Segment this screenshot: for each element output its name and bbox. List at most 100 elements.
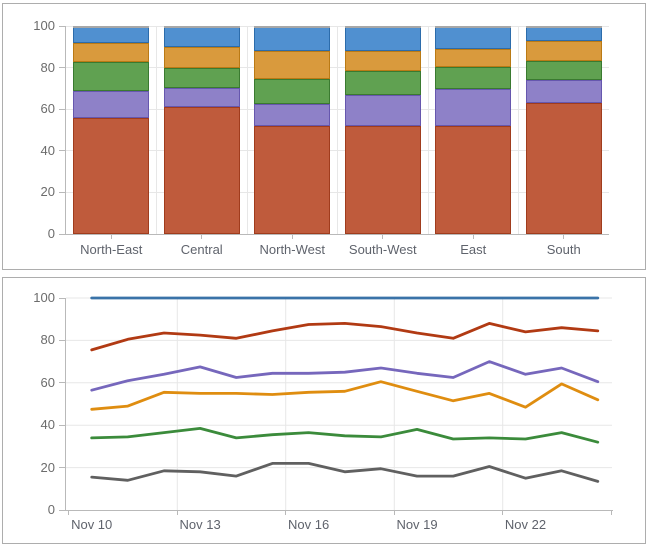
v-gridline: [427, 26, 429, 234]
y-tick: [59, 191, 65, 193]
y-tick: [59, 382, 65, 384]
stacked-bar-north-west[interactable]: [254, 26, 331, 234]
v-gridline: [518, 26, 519, 234]
category-label: North-East: [80, 242, 143, 257]
line-chart-panel: 0 20 40 60 80 100 Nov 10 Nov 13 Nov 16 Nov 19 Nov …: [2, 277, 646, 544]
bar-segment-blue[interactable]: [254, 26, 331, 51]
bar-segment-blue[interactable]: [73, 26, 150, 43]
bar-segment-orange[interactable]: [435, 48, 512, 67]
bar-segment-purple[interactable]: [73, 90, 150, 118]
stacked-bar-central[interactable]: [163, 26, 240, 234]
category-tick: [382, 234, 384, 239]
bar-segment-rust[interactable]: [525, 102, 602, 234]
bar-segment-rust[interactable]: [73, 117, 150, 234]
y-tick-label: 40: [40, 417, 55, 433]
bar-segment-purple[interactable]: [435, 89, 512, 126]
bar-segment-rust[interactable]: [435, 125, 512, 234]
category-label: South: [546, 242, 581, 257]
stacked-bar-plot: 0 20 40 60 80 100 North-East Central North-West S…: [3, 4, 645, 269]
bar-segment-blue[interactable]: [435, 26, 512, 49]
v-gridline: [156, 26, 157, 234]
bar-segment-green[interactable]: [254, 79, 331, 105]
bar-segment-purple[interactable]: [163, 88, 240, 108]
y-tick: [59, 467, 65, 469]
bar-segment-green[interactable]: [73, 62, 150, 91]
bar-segment-orange[interactable]: [163, 46, 240, 68]
x-tick: [67, 510, 69, 515]
bar-segment-orange[interactable]: [525, 40, 602, 62]
category-label: North-West: [259, 242, 326, 257]
line-series-red[interactable]: [90, 321, 600, 352]
stacked-bar-north-east[interactable]: [73, 26, 150, 234]
y-tick-label: 20: [40, 184, 55, 200]
bar-segment-orange[interactable]: [344, 51, 421, 71]
x-axis-line: [59, 510, 613, 511]
y-tick: [59, 150, 65, 152]
y-tick: [59, 67, 65, 69]
y-tick-label: 80: [40, 59, 55, 75]
stacked-bar-south-west[interactable]: [344, 26, 421, 234]
category-label: East: [460, 242, 487, 257]
bar-top-cap: [254, 26, 331, 28]
x-tick-label: Nov 13: [179, 517, 221, 532]
bar-segment-green[interactable]: [435, 66, 512, 90]
bar-segment-rust[interactable]: [254, 125, 331, 234]
bar-top-cap: [73, 26, 150, 28]
x-tick: [393, 510, 395, 515]
category-tick: [291, 234, 293, 239]
bar-segment-orange[interactable]: [73, 42, 150, 63]
bar-top-cap: [525, 26, 602, 28]
bar-segment-rust[interactable]: [163, 107, 240, 234]
bar-segment-purple[interactable]: [344, 94, 421, 126]
y-tick-label: 0: [47, 502, 55, 517]
line-chart-canvas: [66, 296, 612, 510]
category-label: South-West: [348, 242, 417, 257]
x-tick: [502, 510, 504, 515]
y-tick: [59, 424, 65, 426]
v-gridline: [246, 26, 248, 234]
y-tick: [59, 108, 65, 110]
y-tick-label: 20: [40, 459, 55, 475]
y-axis-line: [65, 298, 66, 511]
line-plot: 0 20 40 60 80 100 Nov 10 Nov 13 Nov 16 Nov 19 Nov …: [3, 278, 645, 543]
stacked-bar-south[interactable]: [525, 26, 602, 234]
category-tick: [563, 234, 565, 239]
bar-segment-orange[interactable]: [254, 50, 331, 80]
y-tick-label: 60: [40, 374, 55, 390]
bar-segment-purple[interactable]: [254, 104, 331, 126]
y-tick-label: 80: [40, 332, 55, 348]
line-series-gray[interactable]: [90, 461, 600, 483]
x-tick-label: Nov 22: [504, 517, 547, 532]
bar-segment-purple[interactable]: [525, 80, 602, 103]
bar-segment-rust[interactable]: [344, 125, 421, 234]
y-tick: [59, 233, 65, 235]
y-tick-label: 60: [40, 101, 55, 117]
x-tick-label: Nov 19: [396, 517, 438, 532]
bar-top-cap: [163, 26, 240, 28]
bar-top-cap: [435, 26, 512, 28]
bar-segment-blue[interactable]: [344, 26, 421, 51]
y-tick: [59, 297, 65, 299]
y-axis-line: [65, 26, 66, 235]
y-tick-label: 100: [33, 290, 55, 305]
stacked-bar-east[interactable]: [435, 26, 512, 234]
category-tick: [110, 234, 112, 239]
bar-segment-green[interactable]: [525, 61, 602, 81]
bar-segment-blue[interactable]: [163, 26, 240, 47]
bar-segment-green[interactable]: [163, 67, 240, 89]
category-label: Central: [180, 242, 223, 257]
y-tick: [59, 339, 65, 341]
category-tick: [472, 234, 474, 239]
line-series-green[interactable]: [90, 426, 600, 444]
line-series-purple[interactable]: [90, 360, 600, 392]
x-tick: [285, 510, 287, 515]
x-tick-label: Nov 16: [287, 517, 330, 532]
bar-segment-blue[interactable]: [525, 26, 602, 41]
bar-segment-green[interactable]: [344, 70, 421, 95]
x-tick: [176, 510, 178, 515]
line-series-orange[interactable]: [90, 380, 600, 411]
x-axis-line: [59, 234, 609, 235]
y-tick-label: 40: [40, 142, 55, 158]
stacked-bar-chart-panel: 0 20 40 60 80 100 North-East Central North-West S…: [2, 3, 646, 270]
bar-top-cap: [344, 26, 421, 28]
